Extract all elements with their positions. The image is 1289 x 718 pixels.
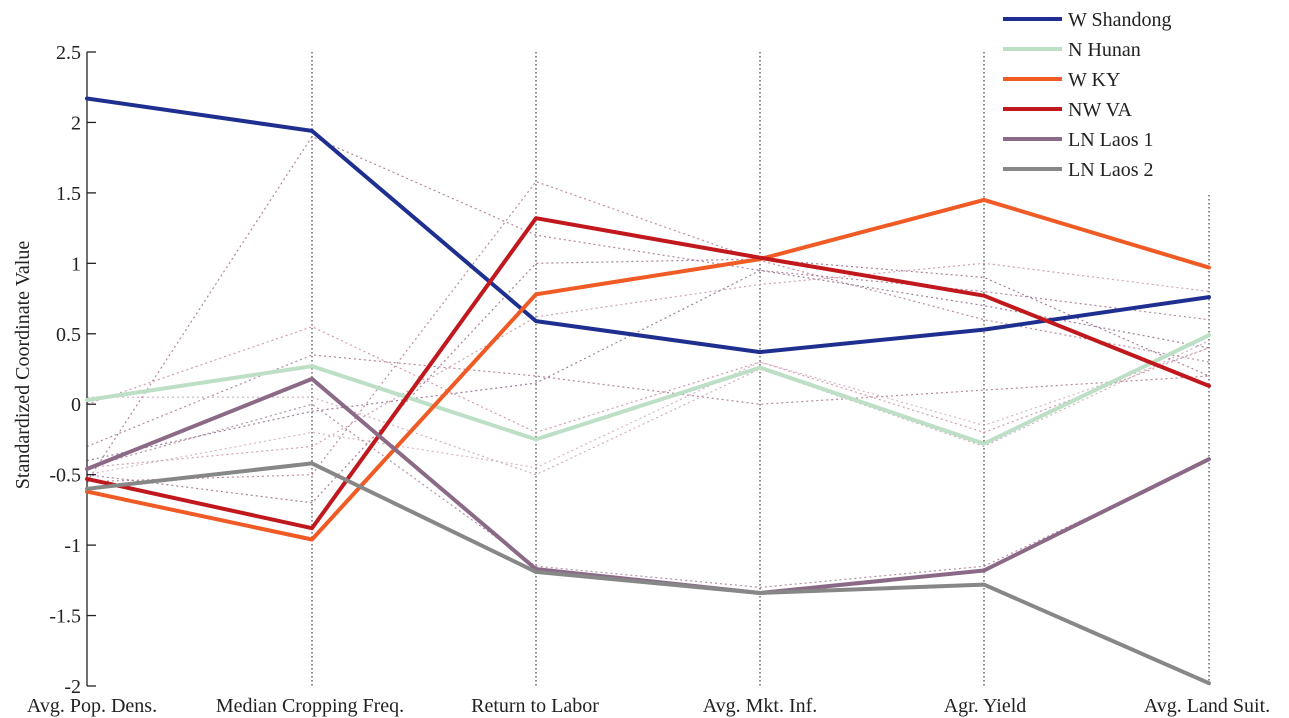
y-axis: 2.5 2 1.5 1 0.5 0 -0.5 -1 -1.5 -2	[49, 42, 96, 698]
x-category-label: Agr. Yield	[944, 695, 1027, 717]
legend-label: NW VA	[1068, 99, 1132, 121]
y-tick-label: -1.5	[49, 606, 81, 628]
series-line-w-ky	[85, 197, 1211, 542]
legend-label: W KY	[1068, 69, 1120, 91]
background-series-line-2	[87, 340, 1210, 476]
series-layer	[85, 96, 1211, 686]
background-series-line-9	[86, 403, 1210, 589]
series-line-ln-laos-2	[85, 461, 1211, 686]
background-series-line-1	[86, 354, 1210, 448]
legend-label: N Hunan	[1068, 39, 1141, 61]
y-tick-label: 0.5	[56, 324, 81, 346]
x-category-label: Avg. Mkt. Inf.	[703, 695, 818, 717]
y-axis-label: Standardized Coordinate Value	[12, 241, 34, 490]
x-category-label: Median Cropping Freq.	[216, 695, 404, 717]
y-tick-label: -0.5	[49, 465, 81, 487]
legend-label: LN Laos 2	[1068, 159, 1154, 181]
legend: W Shandong N Hunan W KY NW VA LN Laos 1 LN La…	[1003, 9, 1172, 181]
y-tick-label: 0	[71, 394, 81, 416]
x-category-label: Return to Labor	[471, 695, 599, 717]
x-category-label: Avg. Pop. Dens.	[27, 695, 157, 717]
y-tick-label: 2.5	[56, 42, 81, 64]
series-line-n-hunan	[85, 333, 1211, 446]
background-series-line-8	[86, 347, 1210, 476]
background-series-line-0	[86, 326, 1210, 434]
series-line-w-shandong	[85, 96, 1211, 355]
series-line-nw-va	[85, 216, 1211, 531]
background-series-layer	[86, 135, 1210, 589]
x-axis-labels: Avg. Pop. Dens. Median Cropping Freq. Retu…	[27, 695, 1270, 717]
background-series-line-7	[86, 258, 1210, 504]
y-tick-label: -2	[64, 676, 81, 698]
legend-label: LN Laos 1	[1068, 129, 1154, 151]
y-tick-label: 1.5	[56, 183, 81, 205]
background-series-line-3	[86, 180, 1210, 483]
x-category-label: Avg. Land Suit.	[1144, 695, 1270, 717]
legend-label: W Shandong	[1068, 9, 1172, 31]
y-tick-label: -1	[64, 535, 81, 557]
background-series-line-6	[86, 135, 1210, 483]
y-tick-label: 1	[71, 253, 81, 275]
y-tick-label: 2	[71, 112, 81, 134]
background-series-line-5	[86, 262, 1210, 469]
